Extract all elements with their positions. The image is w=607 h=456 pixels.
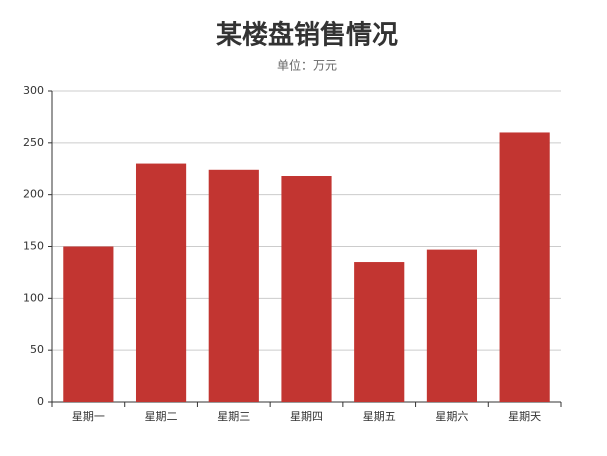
chart-subtitle: 单位：万元	[277, 58, 337, 73]
bar	[208, 169, 259, 402]
y-tick-label: 50	[30, 343, 44, 356]
bar	[499, 132, 550, 402]
y-tick-label: 200	[23, 188, 44, 201]
bar	[354, 262, 405, 402]
x-tick-label: 星期二	[145, 410, 178, 423]
x-tick-label: 星期三	[217, 410, 250, 423]
bar	[426, 249, 478, 402]
chart-title: 某楼盘销售情况	[216, 20, 398, 51]
y-tick-label: 0	[37, 395, 44, 408]
y-tick-label: 100	[23, 291, 44, 304]
x-tick-label: 星期五	[363, 410, 396, 423]
bar	[135, 163, 187, 402]
x-tick-label: 星期六	[435, 410, 468, 423]
x-tick-label: 星期天	[508, 410, 541, 423]
x-tick-label: 星期一	[72, 410, 105, 423]
bar	[63, 246, 114, 402]
x-tick-label: 星期四	[290, 410, 323, 423]
bar	[281, 176, 332, 402]
y-tick-label: 150	[23, 240, 44, 253]
y-tick-label: 250	[23, 136, 44, 149]
y-tick-label: 300	[23, 84, 44, 97]
